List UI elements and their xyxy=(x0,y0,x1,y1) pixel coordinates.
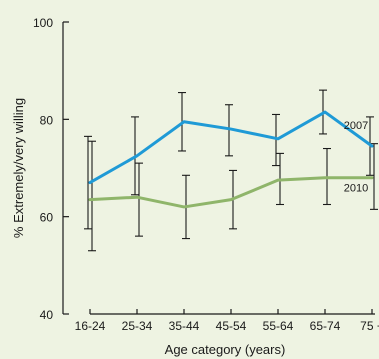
y-axis-title: % Extremely/very willing xyxy=(11,98,26,238)
y-tick-label: 100 xyxy=(33,16,53,30)
x-tick-label: 65-74 xyxy=(310,319,341,333)
series-label-2010: 2010 xyxy=(344,183,368,195)
x-tick-label: 35-44 xyxy=(169,319,200,333)
y-tick-label: 40 xyxy=(40,308,54,322)
x-tick-label: 55-64 xyxy=(263,319,294,333)
x-ticks: 16-24 25-34 35-44 45-54 55-64 65-74 75 + xyxy=(75,309,379,333)
series-label-2007: 2007 xyxy=(344,120,368,132)
x-tick-label: 16-24 xyxy=(75,319,106,333)
series-line-2010 xyxy=(88,176,374,209)
x-tick-label: 45-54 xyxy=(216,319,247,333)
axes xyxy=(62,22,375,315)
y-ticks: 40 60 80 100 xyxy=(33,16,69,322)
series-labels: 2007 2010 xyxy=(344,120,368,195)
y-tick-label: 80 xyxy=(40,113,54,127)
series-lines xyxy=(88,110,374,209)
x-tick-label: 75 + xyxy=(360,319,379,333)
x-tick-label: 25-34 xyxy=(122,319,153,333)
error-bars xyxy=(84,89,378,252)
y-tick-label: 60 xyxy=(40,211,54,225)
series-line-2007 xyxy=(88,110,374,185)
x-axis-title: Age category (years) xyxy=(165,342,286,357)
